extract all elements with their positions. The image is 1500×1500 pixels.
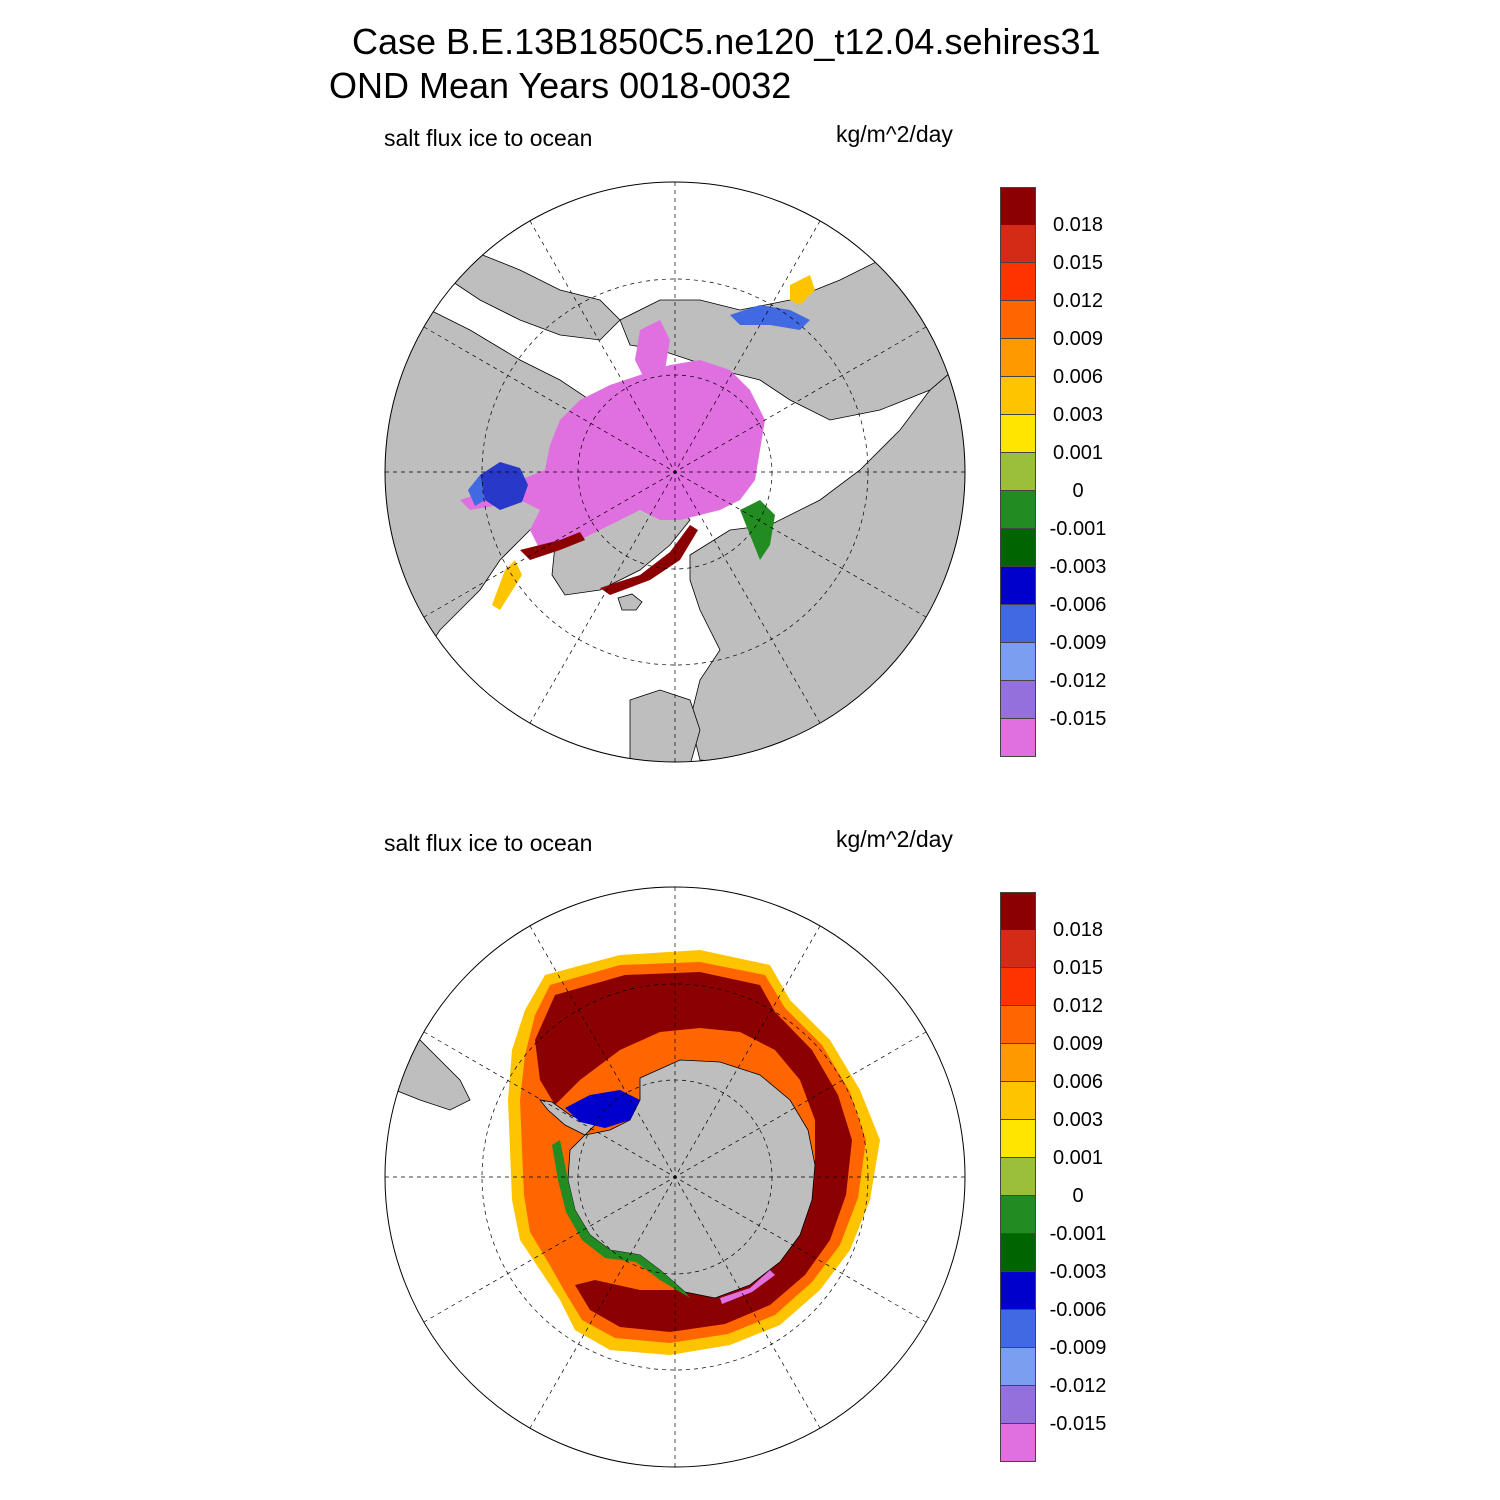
north-ice-labrador-rim bbox=[520, 532, 585, 560]
colorbar-tick-label: 0.006 bbox=[1052, 366, 1104, 388]
colorbar-swatch bbox=[1000, 1006, 1036, 1044]
colorbar-swatch bbox=[1000, 377, 1036, 415]
north-polar-map bbox=[384, 181, 966, 763]
north-panel-units-label: kg/m^2/day bbox=[836, 121, 953, 147]
colorbar-tick-label: -0.012 bbox=[1049, 1375, 1107, 1397]
colorbar-swatch bbox=[1000, 643, 1036, 681]
colorbar-tick-label: 0.001 bbox=[1052, 442, 1104, 464]
colorbar-swatch bbox=[1000, 1348, 1036, 1386]
north-ice-greenland-rim bbox=[600, 525, 698, 595]
north-ice-okhotsk-rim bbox=[790, 275, 815, 305]
colorbar-tick-label: 0 bbox=[1072, 1185, 1084, 1207]
colorbar-tick-label: 0.015 bbox=[1052, 957, 1104, 979]
colorbar-tick-label: 0 bbox=[1072, 480, 1084, 502]
colorbar-tick-label: 0.012 bbox=[1052, 995, 1104, 1017]
colorbar-tick-label: -0.015 bbox=[1049, 1413, 1107, 1435]
colorbar-swatch bbox=[1000, 415, 1036, 453]
colorbar-tick-label: -0.009 bbox=[1049, 1337, 1107, 1359]
colorbar-tick-label: -0.006 bbox=[1049, 594, 1107, 616]
north-graticule bbox=[385, 182, 965, 762]
south-panel-variable-label: salt flux ice to ocean bbox=[384, 830, 593, 856]
figure-title: Case B.E.13B1850C5.ne120_t12.04.sehires3… bbox=[352, 21, 1101, 62]
south-graticule bbox=[385, 887, 965, 1467]
colorbar-swatch bbox=[1000, 605, 1036, 643]
colorbar-swatch bbox=[1000, 301, 1036, 339]
south-ice-coast-green bbox=[552, 1140, 690, 1298]
colorbar-swatch bbox=[1000, 1272, 1036, 1310]
north-ice-okhotsk bbox=[730, 305, 810, 330]
colorbar-swatch bbox=[1000, 1310, 1036, 1348]
colorbar-swatch bbox=[1000, 930, 1036, 968]
figure-subtitle: OND Mean Years 0018-0032 bbox=[329, 65, 792, 106]
colorbar-swatch bbox=[1000, 892, 1036, 931]
colorbar-tick-label: 0.003 bbox=[1052, 404, 1104, 426]
colorbar-swatch bbox=[1000, 1082, 1036, 1120]
south-ice-weddell-blue bbox=[565, 1090, 640, 1128]
colorbar-swatch bbox=[1000, 491, 1036, 529]
colorbar-tick-label: -0.003 bbox=[1049, 1261, 1107, 1283]
colorbar-swatch bbox=[1000, 567, 1036, 605]
colorbar-tick-label: -0.012 bbox=[1049, 670, 1107, 692]
north-ice-bering bbox=[635, 320, 670, 380]
colorbar-tick-label: 0.009 bbox=[1052, 1033, 1104, 1055]
colorbar-tick-label: 0.009 bbox=[1052, 328, 1104, 350]
colorbar-swatch bbox=[1000, 529, 1036, 567]
north-panel-variable-label: salt flux ice to ocean bbox=[384, 125, 593, 151]
colorbar-swatch bbox=[1000, 453, 1036, 491]
colorbar-swatch bbox=[1000, 339, 1036, 377]
colorbar-swatch bbox=[1000, 263, 1036, 301]
colorbar-swatch bbox=[1000, 1196, 1036, 1234]
colorbar-tick-label: -0.003 bbox=[1049, 556, 1107, 578]
colorbar-tick-label: -0.006 bbox=[1049, 1299, 1107, 1321]
colorbar-swatch bbox=[1000, 1234, 1036, 1272]
south-panel-units-label: kg/m^2/day bbox=[836, 826, 953, 852]
colorbar-tick-label: 0.006 bbox=[1052, 1071, 1104, 1093]
north-ice-baffin-rim bbox=[492, 560, 522, 610]
colorbar-swatch bbox=[1000, 187, 1036, 226]
colorbar-tick-label: 0.003 bbox=[1052, 1109, 1104, 1131]
colorbar-swatch bbox=[1000, 1424, 1036, 1462]
colorbar-swatch bbox=[1000, 1158, 1036, 1196]
colorbar-swatch bbox=[1000, 968, 1036, 1006]
colorbar-tick-label: 0.018 bbox=[1052, 214, 1104, 236]
colorbar-swatch bbox=[1000, 1120, 1036, 1158]
colorbar-swatch bbox=[1000, 1386, 1036, 1424]
north-land-alaska bbox=[449, 249, 621, 341]
south-polar-map bbox=[384, 886, 966, 1468]
colorbar-tick-label: 0.015 bbox=[1052, 252, 1104, 274]
north-land-europe-south bbox=[629, 689, 701, 762]
colorbar-tick-label: -0.001 bbox=[1049, 1223, 1107, 1245]
colorbar-tick-label: -0.009 bbox=[1049, 632, 1107, 654]
north-ice-central-arctic bbox=[460, 360, 765, 550]
colorbar-swatch bbox=[1000, 225, 1036, 263]
colorbar-tick-label: -0.001 bbox=[1049, 518, 1107, 540]
colorbar-tick-label: 0.018 bbox=[1052, 919, 1104, 941]
north-ice-barents-rim bbox=[740, 500, 775, 560]
north-ice-hudson-edge bbox=[468, 475, 485, 506]
south-map-border bbox=[384, 886, 966, 1468]
north-ice-hudson bbox=[480, 462, 528, 510]
colorbar-swatch bbox=[1000, 681, 1036, 719]
colorbar-swatch bbox=[1000, 719, 1036, 757]
south-ice-coast-pink bbox=[720, 1270, 775, 1304]
colorbar-tick-label: -0.015 bbox=[1049, 708, 1107, 730]
colorbar-swatch bbox=[1000, 1044, 1036, 1082]
north-map-border bbox=[384, 181, 966, 763]
north-land-iceland bbox=[617, 593, 643, 611]
colorbar-tick-label: 0.001 bbox=[1052, 1147, 1104, 1169]
colorbar-tick-label: 0.012 bbox=[1052, 290, 1104, 312]
